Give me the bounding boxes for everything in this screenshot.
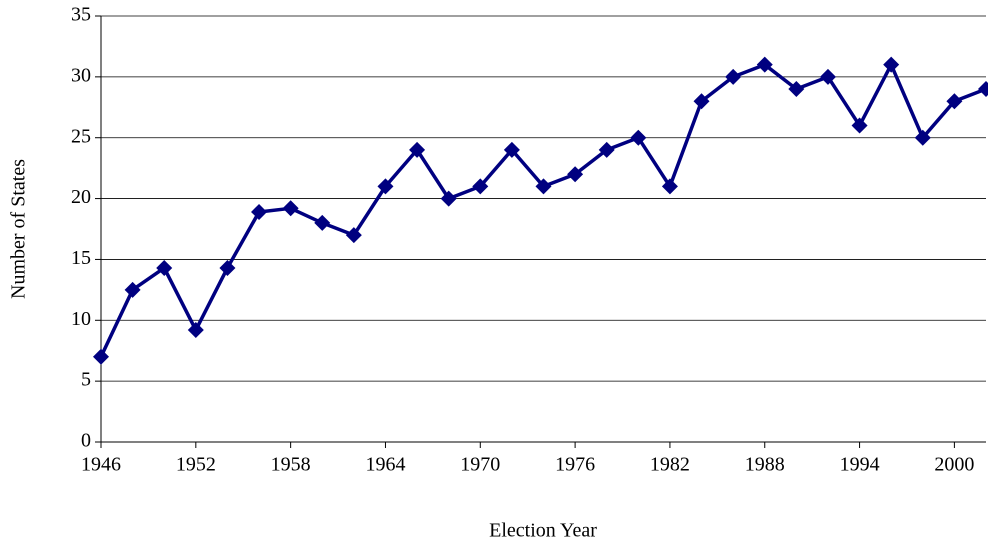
marker: [472, 178, 489, 195]
marker: [440, 190, 457, 207]
marker: [219, 259, 236, 276]
marker: [978, 81, 988, 98]
marker: [693, 93, 710, 110]
marker: [725, 68, 742, 85]
y-tick-label: 20: [71, 186, 91, 208]
marker: [883, 56, 900, 73]
series-line: [99, 62, 987, 358]
y-tick-label: 35: [71, 4, 91, 26]
marker: [946, 93, 963, 110]
y-tick-label: 25: [71, 125, 91, 147]
marker: [377, 178, 394, 195]
x-tick-label: 1952: [176, 454, 216, 476]
marker: [535, 178, 552, 195]
x-tick-label: 1958: [271, 454, 311, 476]
marker: [630, 129, 647, 146]
marker: [661, 178, 678, 195]
y-tick-label: 5: [81, 369, 91, 391]
x-tick-label: 1976: [555, 454, 595, 476]
x-tick-label: 1970: [460, 454, 500, 476]
marker: [503, 141, 520, 158]
x-tick-label: 2000: [934, 454, 974, 476]
y-tick-label: 10: [71, 308, 91, 330]
marker: [851, 117, 868, 134]
marker: [756, 56, 773, 73]
marker: [93, 348, 109, 365]
marker: [788, 81, 805, 98]
marker: [345, 227, 362, 244]
marker: [819, 68, 836, 85]
x-tick-label: 1994: [840, 454, 880, 476]
marker: [251, 203, 268, 220]
marker: [314, 214, 331, 231]
y-axis-label: Number of States: [8, 159, 30, 299]
y-tick-label: 0: [81, 430, 91, 452]
marker: [187, 322, 204, 339]
x-tick-label: 1982: [650, 454, 690, 476]
marker: [409, 141, 426, 158]
marker: [156, 259, 173, 276]
x-tick-label: 1964: [365, 454, 405, 476]
marker: [598, 141, 615, 158]
y-tick-label: 15: [71, 247, 91, 269]
marker: [914, 129, 931, 146]
marker: [282, 200, 299, 217]
marker: [567, 166, 584, 183]
x-axis-label: Election Year: [489, 520, 597, 542]
x-tick-label: 1988: [745, 454, 785, 476]
y-tick-label: 30: [71, 64, 91, 86]
x-tick-label: 1946: [81, 454, 121, 476]
marker: [124, 281, 141, 298]
